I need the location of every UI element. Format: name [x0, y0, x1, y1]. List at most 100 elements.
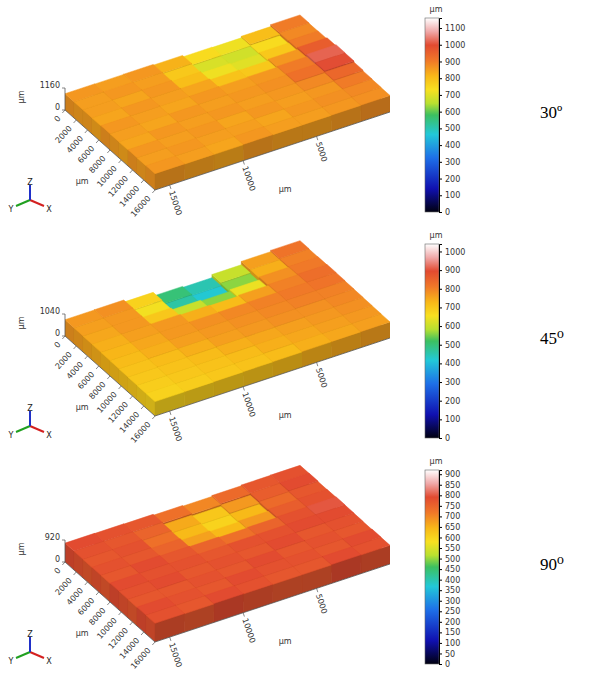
colorbar-tick-mark: [439, 112, 442, 113]
y-tick-label: 15000: [167, 415, 184, 442]
colorbar-tick-mark: [439, 580, 442, 581]
colorbar-tick: 900: [439, 58, 460, 67]
colorbar-tick-label: 350: [445, 586, 460, 595]
axis-triad-label: Z: [27, 404, 33, 413]
y-axis-title: μm: [279, 185, 292, 194]
axis-triad: [16, 200, 30, 206]
colorbar-tick-mark: [439, 495, 442, 496]
colorbar-tick-label: 200: [445, 618, 460, 627]
x-tick: [130, 622, 133, 625]
x-tick: [85, 356, 88, 359]
colorbar-tick: 350: [439, 586, 460, 595]
surface: [65, 241, 390, 416]
colorbar-tick-label: 700: [445, 303, 460, 312]
colorbar-tick: 900: [439, 470, 460, 479]
x-tick: [85, 582, 88, 585]
colorbar-tick: 700: [439, 512, 460, 521]
y-tick: [243, 161, 244, 165]
axis-triad-label: X: [46, 431, 52, 440]
x-tick: [141, 406, 144, 409]
y-tick: [317, 362, 318, 366]
colorbar-tick-mark: [439, 537, 442, 538]
y-axis-title: μm: [279, 411, 292, 420]
colorbar-tick: 100: [439, 639, 460, 648]
colorbar-tick: 800: [439, 74, 460, 83]
z-axis-title: μm: [17, 542, 26, 555]
y-tick-label: 5000: [314, 141, 329, 163]
x-tick: [96, 140, 99, 143]
colorbar-tick-label: 500: [445, 124, 460, 133]
annotation: 45⁰: [540, 329, 564, 348]
colorbar-tick-label: 150: [445, 628, 460, 637]
z-tick-label: 0: [55, 555, 60, 564]
x-axis-line: [65, 336, 155, 416]
axis-triad: [29, 411, 31, 426]
colorbar-tick-mark: [439, 601, 442, 602]
x-tick: [141, 632, 144, 635]
colorbar-tick-label: 0: [445, 208, 450, 217]
z-axis-line: [65, 88, 66, 110]
surface: [65, 465, 390, 642]
axis-triad: [30, 200, 44, 206]
axis-triad: [29, 185, 31, 200]
y-tick: [170, 637, 171, 641]
colorbar-tick-mark: [439, 363, 442, 364]
colorbar-axis-line: [440, 471, 443, 665]
annotation: 30º: [540, 103, 562, 122]
cell: [146, 156, 184, 174]
colorbar-axis: 0501001502002503003504004505005506006507…: [439, 470, 460, 669]
axis-triad-label: Z: [27, 630, 33, 639]
x-tick: [141, 180, 144, 183]
colorbar-tick-label: 1100: [445, 24, 465, 33]
colorbar-tick-label: 700: [445, 91, 460, 100]
x-tick-label: 16000: [129, 194, 153, 219]
colorbar-title: μm: [430, 457, 443, 466]
axis-triad: [16, 426, 30, 432]
colorbar-tick: 1000: [439, 248, 465, 257]
colorbar-tick: 500: [439, 555, 460, 564]
colorbar-tick-label: 550: [445, 544, 460, 553]
colorbar-tick-mark: [439, 622, 442, 623]
colorbar-axis-line: [440, 19, 443, 213]
z-tick-label: 0: [55, 103, 60, 112]
surface: [65, 15, 390, 190]
x-tick: [119, 386, 122, 389]
x-tick: [74, 120, 77, 123]
x-tick: [152, 642, 155, 645]
colorbar-tick: 250: [439, 607, 460, 616]
colorbar-tick: 300: [439, 158, 460, 167]
panel: 0200040006000800010000120001400016000μm5…: [8, 231, 564, 445]
y-tick: [243, 613, 244, 617]
colorbar-tick-label: 700: [445, 512, 460, 521]
colorbar-tick-label: 900: [445, 470, 460, 479]
x-tick: [119, 160, 122, 163]
x-tick: [96, 366, 99, 369]
colorbar-tick-label: 600: [445, 108, 460, 117]
colorbar-tick-mark: [439, 653, 442, 654]
colorbar-axis: 010020030040050060070080090010001100: [439, 19, 465, 218]
y-axis-line: [155, 564, 390, 642]
colorbar-tick-mark: [439, 643, 442, 644]
colorbar-tick-mark: [439, 590, 442, 591]
colorbar-tick-mark: [439, 527, 442, 528]
z-axis-line: [65, 540, 66, 562]
x-tick: [62, 110, 65, 113]
colorbar-tick-label: 0: [445, 660, 450, 669]
colorbar-tick-mark: [439, 548, 442, 549]
colorbar-tick: 700: [439, 303, 460, 312]
x-axis-title: μm: [76, 177, 89, 186]
z-tick: [62, 562, 65, 563]
colorbar-tick-label: 300: [445, 378, 460, 387]
y-axis-title: μm: [279, 637, 292, 646]
x-axis-title: μm: [76, 403, 89, 412]
colorbar-tick-mark: [439, 251, 442, 252]
colorbar-tick-label: 1000: [445, 41, 465, 50]
colorbar-tick: 400: [439, 141, 460, 150]
y-tick: [317, 136, 318, 140]
colorbar-tick-label: 100: [445, 191, 460, 200]
y-tick-label: 5000: [314, 367, 329, 389]
colorbar-tick: 50: [439, 650, 455, 659]
z-tick-label: 1160: [40, 81, 60, 90]
colorbar-tick-label: 850: [445, 481, 460, 490]
axis-triad: [29, 637, 31, 652]
